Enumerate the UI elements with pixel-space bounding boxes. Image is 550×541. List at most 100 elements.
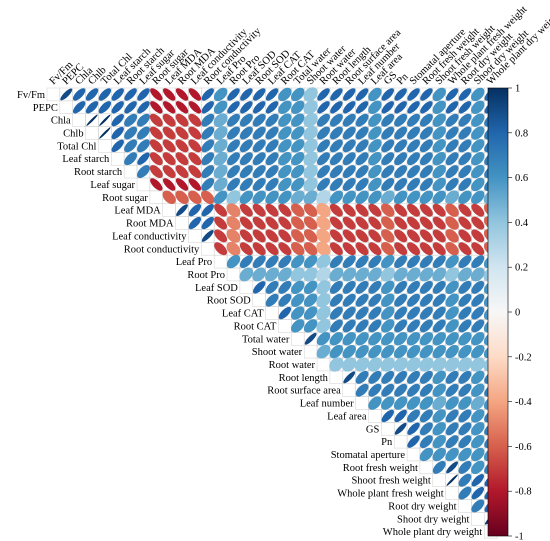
correlation-ellipse — [137, 126, 150, 140]
correlation-ellipse — [253, 281, 266, 294]
correlation-ellipse — [316, 305, 331, 321]
correlation-ellipse — [407, 203, 420, 217]
correlation-ellipse — [188, 165, 202, 179]
correlation-ellipse — [380, 190, 395, 205]
correlation-ellipse — [394, 216, 408, 230]
correlation-ellipse — [394, 88, 407, 101]
correlation-ellipse — [458, 280, 472, 294]
correlation-ellipse — [407, 139, 420, 153]
correlation-ellipse — [458, 113, 472, 127]
correlation-ellipse — [342, 203, 356, 217]
correlation-ellipse — [419, 139, 433, 153]
correlation-ellipse — [432, 370, 446, 385]
correlation-ellipse — [381, 306, 395, 320]
correlation-ellipse — [291, 229, 305, 243]
correlation-ellipse — [354, 357, 370, 372]
correlation-ellipse — [343, 88, 356, 101]
row-label: Root MDA — [126, 219, 174, 230]
correlation-ellipse — [342, 165, 356, 179]
correlation-ellipse — [381, 383, 395, 397]
correlation-ellipse — [445, 319, 459, 333]
correlation-ellipse — [291, 139, 305, 153]
correlation-ellipse — [355, 280, 369, 294]
row-label: Whole plant dry weight — [383, 527, 483, 538]
correlation-ellipse — [471, 164, 485, 179]
correlation-ellipse — [265, 190, 279, 204]
correlation-ellipse — [458, 409, 472, 423]
correlation-ellipse — [342, 190, 356, 204]
correlation-ellipse — [252, 229, 266, 243]
correlation-ellipse — [291, 126, 305, 140]
correlation-ellipse — [355, 229, 369, 243]
grid-cell — [355, 396, 369, 410]
colorbar-tick-label: -0.2 — [515, 352, 532, 363]
correlation-ellipse — [291, 100, 305, 114]
correlation-ellipse — [227, 152, 240, 166]
correlation-ellipse — [214, 203, 228, 217]
correlation-ellipse — [226, 241, 241, 256]
correlation-ellipse — [265, 255, 279, 269]
correlation-ellipse — [394, 203, 408, 217]
correlation-ellipse — [457, 357, 473, 372]
row-label: Root surface area — [267, 386, 341, 397]
row-label: Leaf conductivity — [112, 231, 187, 242]
correlation-ellipse — [303, 242, 318, 256]
correlation-ellipse — [355, 203, 369, 217]
correlation-ellipse — [471, 87, 485, 102]
correlation-ellipse — [407, 113, 420, 127]
grid-cell — [59, 100, 73, 114]
correlation-ellipse — [368, 396, 382, 410]
correlation-ellipse — [201, 88, 214, 101]
correlation-ellipse — [303, 306, 318, 320]
correlation-ellipse — [329, 267, 344, 282]
correlation-ellipse — [226, 216, 241, 230]
correlation-ellipse — [368, 139, 382, 153]
correlation-ellipse — [393, 190, 408, 204]
correlation-ellipse — [407, 165, 420, 179]
correlation-ellipse — [432, 216, 446, 230]
correlation-ellipse — [445, 396, 459, 410]
correlation-ellipse — [471, 332, 485, 346]
correlation-ellipse — [419, 178, 433, 191]
correlation-ellipse — [368, 383, 382, 397]
correlation-ellipse — [445, 447, 459, 462]
correlation-ellipse — [368, 126, 382, 140]
correlation-ellipse — [252, 216, 266, 230]
correlation-ellipse — [188, 88, 202, 101]
correlation-ellipse — [471, 422, 485, 436]
correlation-ellipse — [342, 242, 356, 256]
correlation-ellipse — [252, 126, 266, 140]
grid-cell — [368, 409, 382, 423]
correlation-ellipse — [394, 409, 407, 423]
correlation-ellipse — [406, 344, 421, 359]
correlation-ellipse — [265, 101, 279, 114]
correlation-ellipse — [355, 88, 369, 101]
correlation-ellipse — [60, 88, 73, 101]
correlation-ellipse — [381, 216, 395, 230]
correlation-ellipse — [419, 435, 433, 449]
correlation-ellipse — [342, 344, 356, 359]
correlation-ellipse — [278, 113, 292, 127]
correlation-ellipse — [470, 396, 485, 410]
correlation-ellipse — [471, 293, 485, 307]
correlation-ellipse — [432, 460, 446, 474]
row-label: Shoot fresh weight — [351, 476, 430, 487]
correlation-ellipse — [162, 113, 176, 127]
correlation-ellipse — [407, 280, 420, 294]
correlation-ellipse — [458, 344, 472, 359]
correlation-ellipse — [239, 203, 253, 217]
correlation-ellipse — [471, 126, 485, 140]
correlation-ellipse — [239, 139, 253, 153]
correlation-ellipse — [149, 139, 163, 153]
correlation-ellipse — [316, 332, 331, 346]
correlation-ellipse — [394, 319, 408, 333]
correlation-ellipse — [252, 267, 267, 282]
correlation-ellipse — [381, 370, 395, 384]
correlation-ellipse — [407, 293, 420, 307]
correlation-ellipse — [304, 332, 317, 345]
correlation-ellipse — [329, 306, 343, 320]
correlation-ellipse — [265, 216, 279, 230]
correlation-ellipse — [445, 126, 459, 140]
correlation-ellipse — [239, 242, 253, 256]
